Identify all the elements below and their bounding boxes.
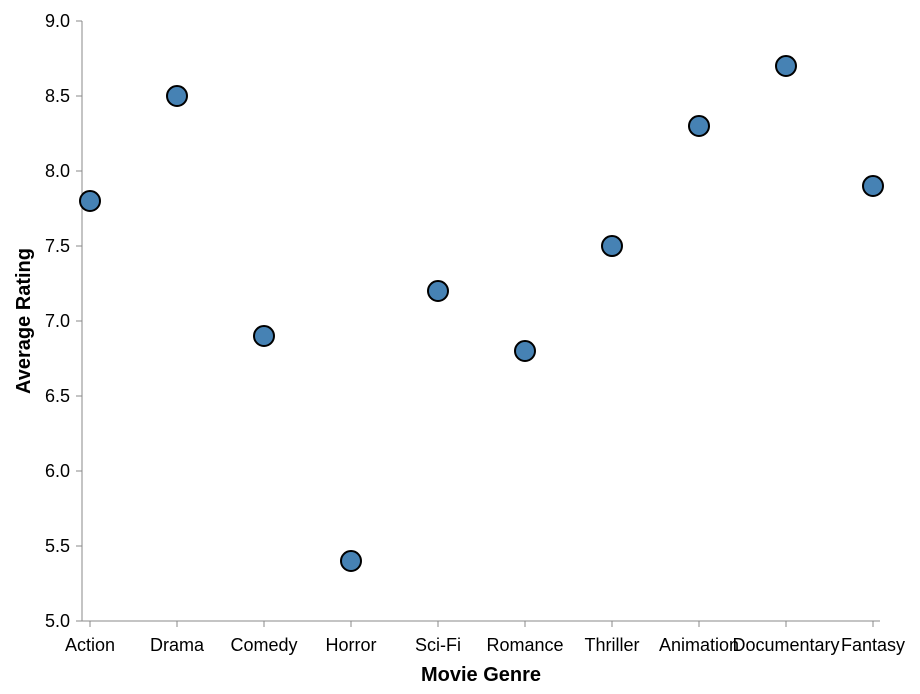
x-axis-title: Movie Genre bbox=[421, 664, 541, 686]
data-points bbox=[79, 55, 884, 572]
y-tick-label: 8.0 bbox=[45, 161, 70, 181]
x-tick-label: Action bbox=[65, 635, 115, 655]
y-axis: 5.0 5.5 6.0 6.5 7.0 7.5 8.0 8.5 9.0 bbox=[45, 11, 83, 631]
data-point bbox=[253, 325, 275, 347]
data-point bbox=[862, 175, 884, 197]
x-tick-label: Thriller bbox=[584, 635, 639, 655]
y-tick-label: 5.0 bbox=[45, 611, 70, 631]
data-point bbox=[514, 340, 536, 362]
data-point bbox=[688, 115, 710, 137]
data-point bbox=[775, 55, 797, 77]
y-tick-label: 8.5 bbox=[45, 86, 70, 106]
y-tick-label: 7.0 bbox=[45, 311, 70, 331]
x-tick-label: Sci-Fi bbox=[415, 635, 461, 655]
y-tick-label: 9.0 bbox=[45, 11, 70, 31]
y-tick-label: 6.5 bbox=[45, 386, 70, 406]
x-tick-label: Comedy bbox=[230, 635, 297, 655]
x-tick-label: Animation bbox=[659, 635, 739, 655]
data-point bbox=[427, 280, 449, 302]
x-axis: Action Drama Comedy Horror Sci-Fi Romance Thri… bbox=[65, 620, 905, 655]
data-point bbox=[166, 85, 188, 107]
y-tick-label: 7.5 bbox=[45, 236, 70, 256]
x-tick-label: Horror bbox=[325, 635, 376, 655]
x-tick-label: Romance bbox=[486, 635, 563, 655]
x-tick-label: Fantasy bbox=[841, 635, 905, 655]
data-point bbox=[601, 235, 623, 257]
data-point bbox=[340, 550, 362, 572]
x-tick-label: Documentary bbox=[732, 635, 839, 655]
y-tick-label: 5.5 bbox=[45, 536, 70, 556]
data-point bbox=[79, 190, 101, 212]
y-axis-title: Average Rating bbox=[13, 248, 35, 394]
y-tick-label: 6.0 bbox=[45, 461, 70, 481]
x-tick-label: Drama bbox=[150, 635, 205, 655]
